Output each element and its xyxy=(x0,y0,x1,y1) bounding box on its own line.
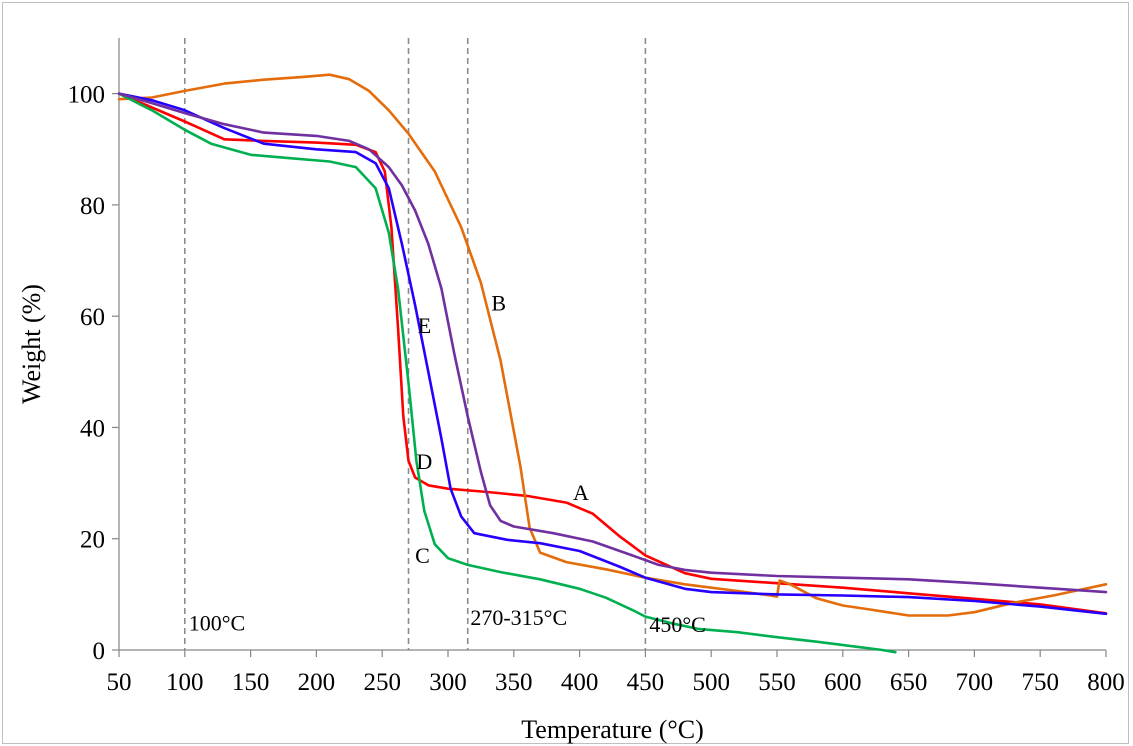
series-label-C: C xyxy=(415,543,430,568)
series-line-C xyxy=(117,92,897,654)
x-tick-label-50: 50 xyxy=(107,669,132,696)
y-tick-label-80: 80 xyxy=(80,193,105,220)
x-tick-label-750: 750 xyxy=(1021,669,1059,696)
annotations: 100°C 270-315°C 450°C xyxy=(189,605,706,637)
y-tick-label-0: 0 xyxy=(93,638,106,665)
x-tick-label-100: 100 xyxy=(166,669,204,696)
annotation-2: 450°C xyxy=(649,612,705,637)
x-tick-label-200: 200 xyxy=(298,669,336,696)
series-label-E: E xyxy=(418,313,431,338)
x-axis-title: Temperature (°C) xyxy=(521,715,704,744)
axes xyxy=(118,38,1106,651)
series-label-B: B xyxy=(491,291,506,316)
series-line-D xyxy=(117,92,1108,616)
series-lines xyxy=(117,73,1108,654)
x-tick-label-550: 550 xyxy=(758,669,796,696)
x-tick-label-150: 150 xyxy=(232,669,270,696)
series-labels: A B C D E xyxy=(415,291,589,569)
x-tick-label-250: 250 xyxy=(363,669,401,696)
y-tick-label-40: 40 xyxy=(80,415,105,442)
y-axis-title: Weight (%) xyxy=(17,284,46,404)
reference-lines xyxy=(184,38,647,650)
annotation-0: 100°C xyxy=(189,611,245,636)
x-tick-label-300: 300 xyxy=(429,669,467,696)
annotation-1: 270-315°C xyxy=(470,605,567,630)
x-tick-label-700: 700 xyxy=(956,669,994,696)
x-tick-label-400: 400 xyxy=(561,669,599,696)
y-tick-label-60: 60 xyxy=(80,304,105,331)
x-tick-label-800: 800 xyxy=(1087,669,1125,696)
x-tick-label-450: 450 xyxy=(627,669,665,696)
series-line-B xyxy=(117,73,1108,617)
x-tick-label-500: 500 xyxy=(692,669,730,696)
x-tick-label-650: 650 xyxy=(890,669,928,696)
series-line-E xyxy=(117,92,1108,594)
series-label-A: A xyxy=(573,480,589,505)
x-tick-label-600: 600 xyxy=(824,669,862,696)
series-label-D: D xyxy=(416,449,432,474)
x-tick-label-350: 350 xyxy=(495,669,533,696)
y-tick-label-100: 100 xyxy=(68,82,106,109)
y-tick-label-20: 20 xyxy=(80,527,105,554)
ticks: 50 100 150 200 250 300 350 400 450 500 550 600 650 70… xyxy=(68,82,1125,696)
series-line-A xyxy=(117,92,1108,615)
